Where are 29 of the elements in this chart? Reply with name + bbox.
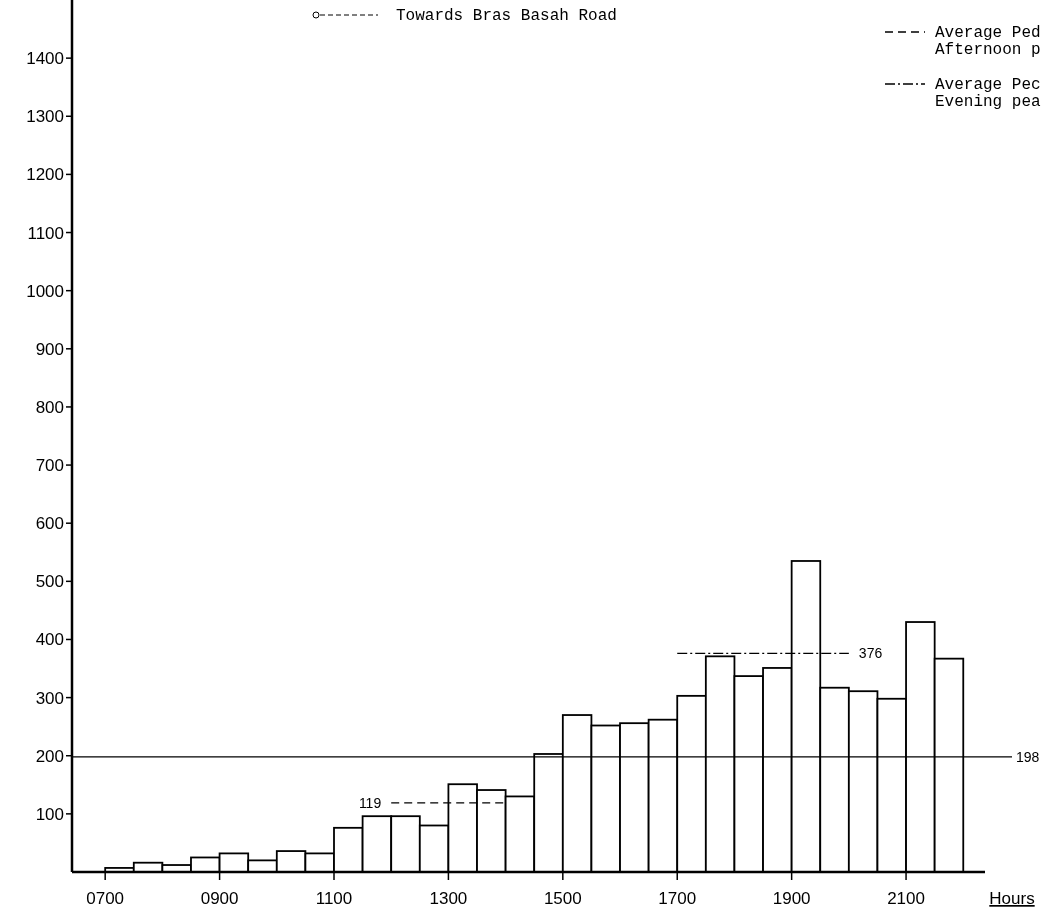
x-tick-label: 0700: [86, 889, 125, 908]
annotation: Towards Bras Basah Road: [396, 7, 617, 25]
x-tick-label: 1300: [429, 889, 468, 908]
y-tick-label: 600: [35, 514, 64, 534]
x-tick-label: 0900: [200, 889, 239, 908]
data-label: 376: [858, 645, 883, 662]
ref-line-label: 198: [1016, 748, 1040, 765]
x-tick-label: 1900: [772, 889, 811, 908]
y-tick-label: 1300: [26, 107, 64, 127]
y-tick-label: 800: [35, 397, 64, 417]
x-tick-label: 2100: [887, 889, 925, 908]
legend-label: Average Ped Afternoon p: [935, 24, 1041, 59]
y-tick-label: 1200: [26, 165, 64, 185]
y-tick-label: 900: [35, 339, 64, 359]
y-tick-label: 1000: [26, 281, 64, 301]
data-label: 119: [358, 794, 382, 811]
y-tick-label: 100: [35, 804, 64, 824]
y-tick-label: 1400: [26, 49, 64, 69]
y-tick-label: 1100: [27, 223, 64, 243]
y-tick-label: 200: [35, 746, 64, 766]
x-tick-label: 1100: [315, 889, 353, 908]
x-tick-label: 1500: [543, 889, 582, 908]
y-tick-label: 300: [35, 688, 64, 708]
x-tick-label: 1700: [658, 889, 697, 908]
y-tick-label: 700: [35, 456, 64, 476]
legend-label: Average Pec Evening pea: [935, 76, 1042, 111]
y-tick-label: 400: [35, 630, 64, 650]
x-axis-title: Hours: [989, 889, 1035, 908]
y-tick-label: 500: [35, 572, 64, 592]
